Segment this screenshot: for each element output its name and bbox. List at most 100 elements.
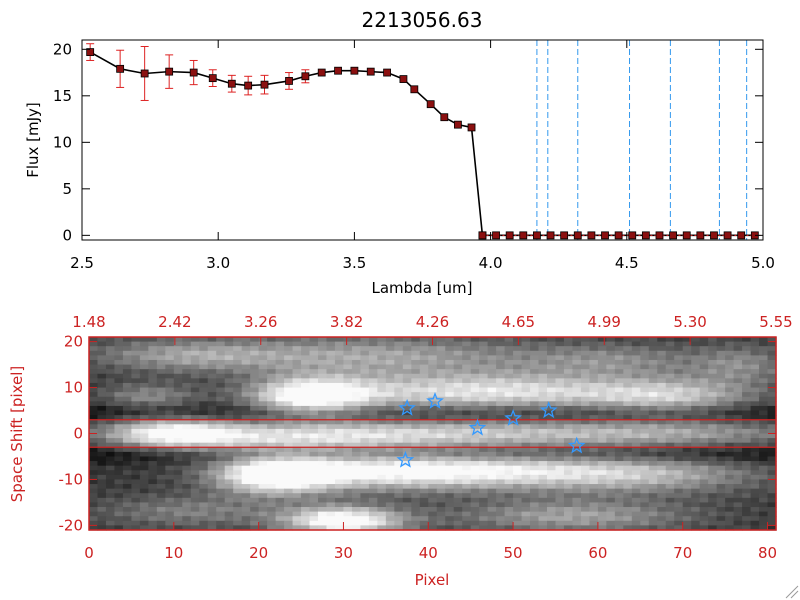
heatmap-cell: [122, 520, 133, 527]
heatmap-cell: [292, 373, 302, 379]
heatmap-cell: [547, 350, 557, 356]
heatmap-cell: [657, 337, 667, 343]
heatmap-cell: [606, 479, 616, 485]
heatmap-cell: [343, 382, 353, 389]
heatmap-cell: [462, 428, 472, 435]
heatmap-cell: [445, 419, 455, 425]
heatmap-cell: [521, 350, 531, 356]
heatmap-cell: [563, 484, 574, 490]
heatmap-cell: [470, 359, 480, 366]
heatmap-cell: [368, 497, 378, 504]
heatmap-cell: [453, 405, 463, 412]
heatmap-cell: [682, 410, 692, 416]
heatmap-cell: [657, 497, 667, 504]
heatmap-cell: [292, 401, 302, 407]
heatmap-cell: [445, 456, 455, 462]
heatmap-cell: [334, 424, 345, 430]
heatmap-cell: [767, 424, 777, 430]
heatmap-cell: [216, 355, 226, 361]
heatmap-cell: [708, 401, 718, 407]
heatmap-cell: [462, 465, 472, 471]
heatmap-cell: [199, 442, 209, 448]
heatmap-cell: [674, 520, 684, 527]
heatmap-cell: [487, 405, 497, 412]
heatmap-cell: [368, 359, 378, 366]
heatmap-cell: [513, 428, 523, 435]
heatmap-cell: [614, 415, 624, 421]
heatmap-cell: [89, 364, 99, 370]
heatmap-cell: [674, 378, 684, 384]
heatmap-cell: [351, 465, 362, 471]
heatmap-cell: [250, 474, 260, 481]
heatmap-cell: [597, 401, 607, 407]
heatmap-cell: [216, 488, 226, 494]
heatmap-cell: [538, 516, 548, 522]
heatmap-cell: [173, 387, 183, 393]
heatmap-cell: [640, 405, 650, 412]
heatmap-cell: [547, 447, 557, 453]
heatmap-cell: [250, 511, 260, 517]
heatmap-cell: [411, 456, 421, 462]
heatmap-cell: [301, 442, 311, 448]
heatmap-cell: [258, 415, 268, 421]
heatmap-cell: [199, 387, 209, 393]
heatmap-cell: [351, 502, 362, 508]
heatmap-cell: [580, 401, 591, 407]
heatmap-cell: [513, 378, 523, 384]
heatmap-cell: [402, 474, 412, 481]
heatmap-cell: [750, 465, 760, 471]
heatmap-cell: [292, 396, 302, 402]
heatmap-cell: [122, 511, 133, 517]
heatmap-cell: [377, 428, 387, 435]
heatmap-cell: [411, 387, 421, 393]
heatmap-cell: [199, 474, 209, 481]
heatmap-cell: [445, 341, 455, 347]
heatmap-cell: [614, 461, 624, 467]
heatmap-cell: [572, 415, 582, 421]
heatmap-cell: [351, 355, 362, 361]
heatmap-cell: [419, 451, 429, 458]
heatmap-cell: [682, 447, 692, 453]
heatmap-cell: [648, 465, 658, 471]
heatmap-cell: [682, 350, 692, 356]
heatmap-cell: [122, 428, 133, 435]
heatmap-cell: [207, 470, 217, 476]
heatmap-cell: [521, 364, 531, 370]
heatmap-cell: [691, 415, 701, 421]
heatmap-cell: [368, 447, 378, 453]
heatmap-cell: [725, 497, 735, 504]
heatmap-cell: [716, 488, 726, 494]
heatmap-cell: [555, 415, 565, 421]
heatmap-cell: [555, 350, 565, 356]
heatmap-cell: [428, 428, 438, 435]
heatmap-cell: [122, 456, 133, 462]
heatmap-cell: [318, 410, 328, 416]
heatmap-cell: [513, 461, 523, 467]
heatmap-cell: [479, 405, 489, 412]
heatmap-cell: [623, 346, 633, 352]
heatmap-cell: [555, 516, 565, 522]
heatmap-cell: [301, 341, 311, 347]
heatmap-cell: [89, 488, 99, 494]
heatmap-cell: [334, 474, 345, 481]
heatmap-cell: [589, 396, 599, 402]
heatmap-cell: [402, 507, 412, 513]
heatmap-cell: [385, 410, 395, 416]
heatmap-cell: [547, 392, 557, 398]
heatmap-cell: [148, 405, 158, 412]
heatmap-cell: [182, 479, 192, 485]
top-tick-label: 5.30: [673, 313, 706, 331]
heatmap-cell: [292, 369, 302, 375]
heatmap-cell: [241, 465, 251, 471]
heatmap-cell: [131, 488, 141, 494]
heatmap-cell: [716, 410, 726, 416]
heatmap-cell: [453, 369, 463, 375]
heatmap-cell: [445, 511, 455, 517]
heatmap-cell: [318, 350, 328, 356]
heatmap-cell: [691, 493, 701, 499]
resize-grip-icon[interactable]: [785, 585, 799, 599]
heatmap-cell: [250, 387, 260, 393]
heatmap-cell: [309, 447, 319, 453]
